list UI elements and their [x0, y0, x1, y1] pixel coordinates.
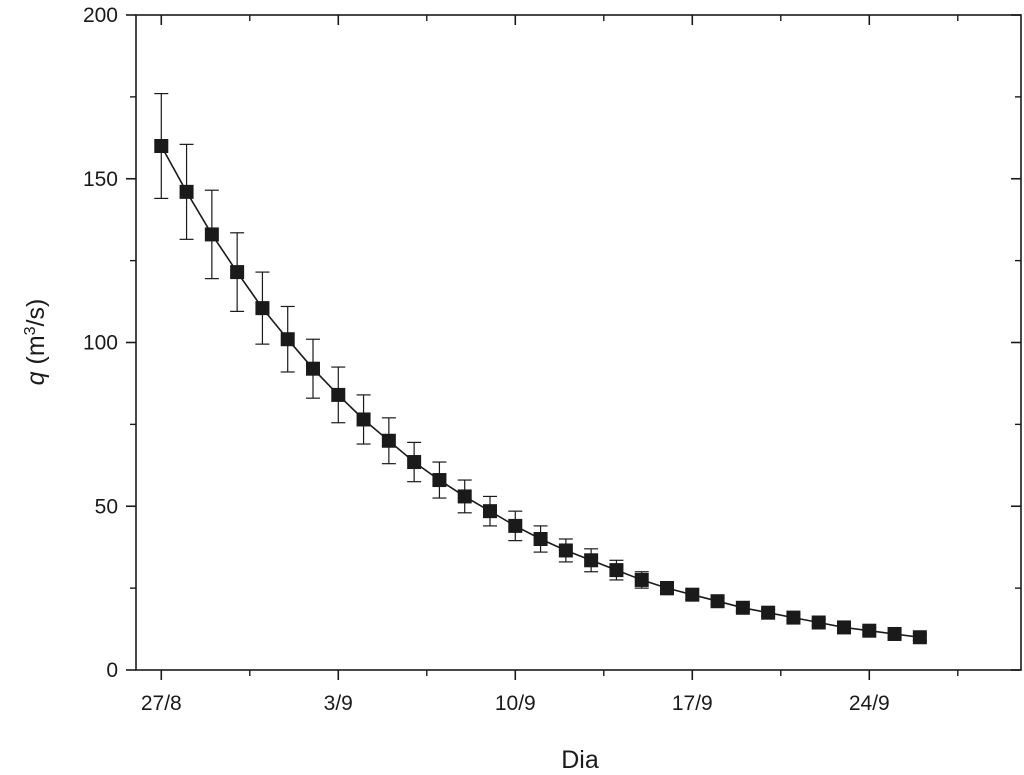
data-point — [381, 433, 396, 448]
x-axis-label: Dia — [561, 746, 599, 774]
data-markers — [154, 139, 927, 645]
data-point — [862, 623, 877, 638]
y-axis-label-unit-post: /s) — [22, 299, 50, 327]
x-tick-label: 24/9 — [849, 692, 890, 715]
data-point — [685, 587, 700, 602]
data-point — [407, 455, 422, 470]
data-point — [230, 265, 245, 280]
data-point — [356, 412, 371, 427]
data-point — [584, 553, 599, 568]
y-axis-label: q (m3/s) — [22, 299, 50, 386]
y-tick-label: 200 — [83, 4, 118, 27]
y-axis-ticks: 0 50 100 150 200 — [83, 4, 1021, 682]
series-line — [160, 145, 921, 639]
x-tick-label: 10/9 — [495, 692, 536, 715]
data-point — [483, 504, 497, 519]
y-axis-label-variable: q — [22, 371, 50, 385]
data-point — [912, 630, 927, 645]
data-point — [558, 543, 573, 558]
data-point — [634, 572, 649, 587]
data-point — [533, 532, 548, 546]
y-tick-label: 0 — [106, 659, 118, 682]
x-axis-ticks: 27/8 3/9 10/9 17/9 24/9 — [141, 15, 959, 715]
data-point — [508, 518, 523, 533]
data-point — [887, 626, 902, 641]
data-point — [255, 301, 270, 316]
data-point — [811, 615, 826, 630]
y-axis-label-unit-pre: (m — [22, 335, 50, 371]
data-point — [660, 581, 674, 596]
y-tick-label: 150 — [83, 168, 118, 191]
y-tick-label: 100 — [83, 332, 118, 355]
data-point — [280, 332, 295, 347]
x-tick-label: 3/9 — [324, 692, 353, 715]
y-axis-label-unit-sup: 3 — [22, 326, 39, 335]
data-point — [609, 563, 624, 578]
data-point — [761, 605, 776, 620]
data-point — [735, 600, 750, 615]
data-point — [306, 361, 320, 376]
plot-border — [135, 14, 1022, 671]
x-tick-label: 27/8 — [141, 692, 182, 715]
series-line-group — [160, 145, 921, 639]
data-point — [432, 473, 447, 488]
data-point — [710, 594, 725, 609]
data-point — [786, 610, 801, 625]
y-tick-label: 50 — [95, 495, 118, 518]
data-point — [154, 139, 169, 153]
data-point — [331, 387, 346, 402]
data-point — [837, 620, 851, 635]
error-bars — [154, 92, 927, 642]
plot-frame — [135, 14, 1022, 671]
x-tick-label: 17/9 — [672, 692, 713, 715]
data-point — [457, 489, 472, 504]
data-point — [204, 227, 219, 242]
data-point — [179, 184, 194, 199]
